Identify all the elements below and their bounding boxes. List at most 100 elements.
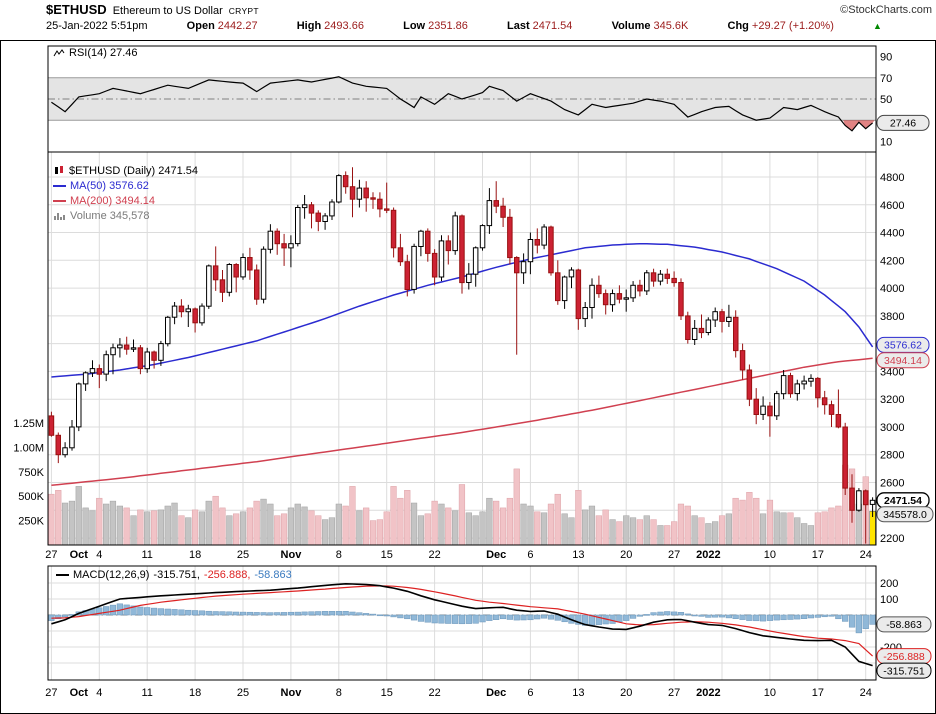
candle-body (185, 308, 191, 313)
macd-histogram-bar (212, 611, 219, 616)
macd-histogram-box-text: -58.863 (886, 619, 922, 631)
price-tick-label: 4400 (880, 228, 904, 240)
volume-bar (137, 509, 144, 546)
date-axis-label: 27 (668, 549, 680, 561)
candle-body (260, 248, 267, 300)
candle-body (835, 414, 842, 428)
date-axis-label: 15 (381, 549, 393, 561)
volume-bar (746, 492, 753, 546)
quote-low: Low 2351.86 (403, 20, 468, 32)
candle-body (404, 261, 410, 291)
volume-bar (123, 507, 130, 546)
volume-bar (89, 510, 96, 546)
macd-histogram-bar (520, 614, 527, 621)
volume-bar (322, 519, 329, 546)
quote-open: Open 2442.27 (186, 20, 258, 32)
volume-bar (561, 513, 568, 546)
volume-bar (602, 509, 609, 546)
macd-histogram-bar (705, 614, 712, 618)
macd-histogram-bar (855, 614, 862, 634)
date-axis-label: 17 (812, 549, 824, 561)
macd-histogram-bar (349, 611, 356, 616)
volume-bar (684, 505, 691, 546)
macd-value-box: -315.751 (876, 662, 932, 679)
candle-body (575, 269, 582, 320)
volume-icon (54, 212, 65, 220)
volume-bar (315, 515, 322, 546)
candle-body (110, 347, 116, 356)
volume-bar (109, 500, 117, 546)
candle-body (438, 240, 445, 278)
macd-signal-box: -256.888 (876, 648, 932, 665)
volume-bar (568, 517, 575, 546)
macd-histogram-bar (171, 609, 178, 616)
macd-histogram-bar (198, 610, 206, 616)
volume-bar (75, 486, 82, 546)
candle-body (589, 284, 595, 308)
macd-histogram-bar (164, 608, 171, 616)
date-axis-label: 13 (572, 549, 584, 561)
candle-body (691, 327, 698, 340)
volume-bar (233, 513, 240, 546)
candle-body (459, 215, 465, 284)
candle-body (411, 245, 417, 290)
macd-histogram-bar (109, 604, 117, 616)
date-axis-label: 8 (336, 687, 342, 699)
macd-histogram-bar (712, 614, 719, 618)
candle-body (233, 264, 239, 278)
ma50-line-swatch (53, 184, 66, 187)
rsi-line (51, 76, 873, 132)
candle-body (397, 247, 404, 263)
candle-body (418, 230, 424, 247)
volume-bar (458, 484, 466, 546)
candle-body (247, 257, 253, 271)
candle-body (274, 230, 280, 245)
rsi-icon (53, 49, 65, 57)
volume-bar (171, 502, 178, 546)
volume-bar (787, 512, 794, 546)
volume-bar (718, 515, 726, 546)
macd-histogram-bar (807, 614, 815, 619)
macd-histogram-bar (294, 611, 301, 616)
date-axis-label: 27 (668, 687, 680, 699)
macd-histogram-bar (274, 612, 281, 616)
macd-histogram-bar (342, 611, 349, 616)
volume-bar (493, 500, 500, 546)
macd-histogram-bar (862, 614, 869, 629)
macd-histogram-bar (137, 606, 144, 616)
candle-body (267, 230, 274, 250)
date-axis-label: 24 (860, 687, 872, 699)
date-axis-label: Dec (486, 687, 506, 699)
date-axis-label: 4 (96, 549, 102, 561)
candle-body (698, 327, 705, 334)
macd-histogram-bar (787, 614, 794, 620)
candle-body (746, 369, 753, 400)
macd-histogram-bar (828, 614, 835, 617)
price-tick-label: 2200 (880, 533, 904, 545)
macd-histogram-bar (383, 614, 390, 617)
volume-bar (472, 515, 479, 546)
macd-histogram-bar (616, 614, 623, 623)
candle-body (329, 201, 335, 217)
candle-body (705, 319, 712, 333)
macd-legend-label: MACD(12,26,9) (73, 569, 150, 581)
macd-histogram-box: -58.863 (876, 616, 932, 633)
volume-bar (794, 517, 801, 546)
candle-body (425, 230, 431, 254)
volume-bar (650, 519, 657, 546)
macd-histogram-bar (376, 614, 383, 617)
macd-histogram-bar (280, 612, 288, 616)
macd-histogram-bar (301, 611, 308, 616)
volume-bar (363, 507, 370, 546)
candle-body (76, 383, 82, 428)
macd-histogram-bar (328, 611, 336, 616)
macd-histogram-bar (506, 614, 513, 620)
price-legend-title: $ETHUSD (Daily) 2471.54 (69, 164, 198, 177)
date-axis-label: 18 (189, 549, 201, 561)
volume-bars (48, 464, 876, 546)
candle-body (561, 276, 568, 302)
macd-histogram-bar (96, 607, 103, 616)
candle-body (596, 284, 602, 295)
volume-bar (547, 503, 555, 546)
rsi-legend-label: RSI(14) 27.46 (69, 47, 138, 59)
